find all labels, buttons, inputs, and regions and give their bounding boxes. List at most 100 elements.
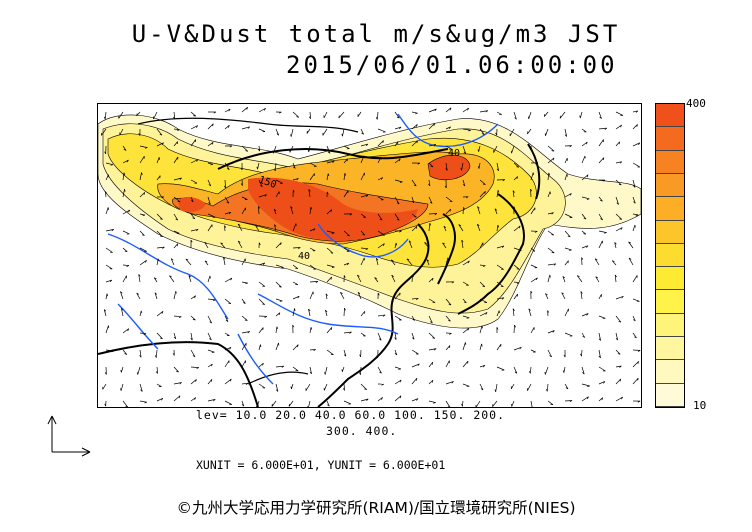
- wind-vector: [546, 383, 549, 392]
- wind-vector: [632, 298, 640, 302]
- wind-vector: [581, 383, 590, 387]
- wind-vector: [105, 207, 109, 215]
- wind-vector-head: [458, 224, 462, 227]
- wind-vector: [122, 209, 130, 215]
- wind-vector-head: [432, 337, 435, 339]
- wind-vector: [258, 344, 261, 351]
- wind-vector: [615, 227, 623, 232]
- wind-vector-head: [465, 342, 467, 345]
- wind-vector-head: [628, 241, 632, 244]
- wind-vector: [411, 140, 418, 147]
- wind-vector: [292, 366, 299, 372]
- wind-vector-head: [262, 303, 265, 305]
- dust-zone-300-b: [178, 197, 206, 212]
- wind-vector: [462, 315, 470, 319]
- wind-vector-head: [399, 230, 402, 233]
- wind-vector-head: [210, 163, 214, 166]
- wind-vector: [173, 141, 178, 147]
- wind-vector: [479, 325, 483, 334]
- river-c: [317, 223, 409, 258]
- wind-vector: [411, 111, 418, 114]
- russia-border: [137, 117, 359, 133]
- wind-vector: [445, 381, 454, 385]
- wind-vector: [581, 155, 586, 164]
- wind-vector: [628, 241, 634, 249]
- wind-vector-head: [223, 257, 226, 260]
- wind-vector-head: [185, 258, 189, 261]
- wind-vector: [122, 172, 125, 181]
- wind-vector: [632, 275, 638, 283]
- wind-vector: [156, 230, 163, 237]
- wind-vector: [496, 264, 504, 270]
- wind-vector-head: [619, 218, 622, 220]
- wind-vector: [156, 332, 163, 340]
- wind-vector: [479, 312, 488, 317]
- wind-vector: [564, 128, 568, 137]
- wind-vector-head: [580, 353, 582, 357]
- wind-vector-head: [170, 258, 174, 261]
- wind-vector: [461, 240, 464, 249]
- wind-vector-head: [430, 165, 434, 168]
- wind-vector: [173, 230, 180, 234]
- wind-vector-head: [433, 144, 437, 147]
- wind-vector-head: [545, 293, 548, 296]
- wind-vector: [615, 315, 622, 323]
- wind-vector: [545, 293, 549, 300]
- wind-vector: [326, 327, 333, 334]
- wind-vector: [529, 366, 532, 374]
- wind-vector: [564, 260, 569, 266]
- wind-vector-head: [142, 214, 146, 217]
- wind-vector-head: [275, 389, 279, 392]
- wind-vector-head: [604, 232, 607, 234]
- wind-vector: [156, 311, 164, 317]
- wind-vector: [496, 297, 505, 300]
- wind-vector: [360, 230, 366, 236]
- wind-vector: [462, 327, 470, 334]
- wind-vector-head: [190, 239, 193, 243]
- wind-vector: [458, 224, 464, 232]
- wind-vector-head: [292, 324, 295, 328]
- wind-vector: [343, 158, 348, 164]
- wind-vector-head: [310, 206, 313, 210]
- wind-vector-head: [344, 307, 346, 311]
- wind-vector: [139, 247, 147, 252]
- wind-vector-head: [413, 184, 417, 187]
- wind-vector-head: [255, 406, 257, 407]
- wind-vector-head: [120, 291, 123, 294]
- wind-vector-head: [600, 218, 603, 221]
- wind-vector-head: [408, 240, 412, 243]
- wind-vector: [258, 327, 264, 334]
- wind-vector-head: [482, 365, 486, 368]
- wind-vector: [120, 366, 124, 373]
- wind-vector-head: [467, 107, 469, 111]
- wind-vector-head: [175, 218, 178, 221]
- wind-vector: [477, 206, 481, 215]
- wind-vector: [496, 281, 504, 287]
- wind-vector: [139, 383, 143, 392]
- wind-vector: [411, 124, 418, 130]
- wind-vector-head: [567, 235, 571, 238]
- wind-vector-head: [362, 234, 365, 236]
- wind-vector-head: [448, 126, 451, 130]
- wind-vector-head: [484, 191, 486, 194]
- wind-vector: [322, 128, 328, 136]
- wind-vector: [308, 308, 311, 317]
- wind-vector: [139, 145, 148, 148]
- wind-vector: [394, 196, 400, 205]
- wind-vector-head: [341, 133, 343, 137]
- wind-vector-head: [586, 396, 589, 400]
- wind-vector: [156, 397, 163, 402]
- wind-vector: [309, 366, 312, 374]
- wind-vector-head: [124, 353, 127, 355]
- wind-vector-head: [175, 291, 177, 294]
- wind-vector-head: [349, 331, 352, 334]
- wind-vector-head: [290, 206, 293, 209]
- wind-vector: [275, 281, 282, 288]
- wind-vector: [258, 362, 264, 368]
- wind-vector: [581, 349, 583, 357]
- colorbar-swatch: [656, 127, 684, 151]
- wind-vector-head: [518, 225, 521, 229]
- wind-vector: [326, 264, 335, 268]
- wind-vector-head: [294, 308, 296, 311]
- wind-vector: [207, 315, 213, 324]
